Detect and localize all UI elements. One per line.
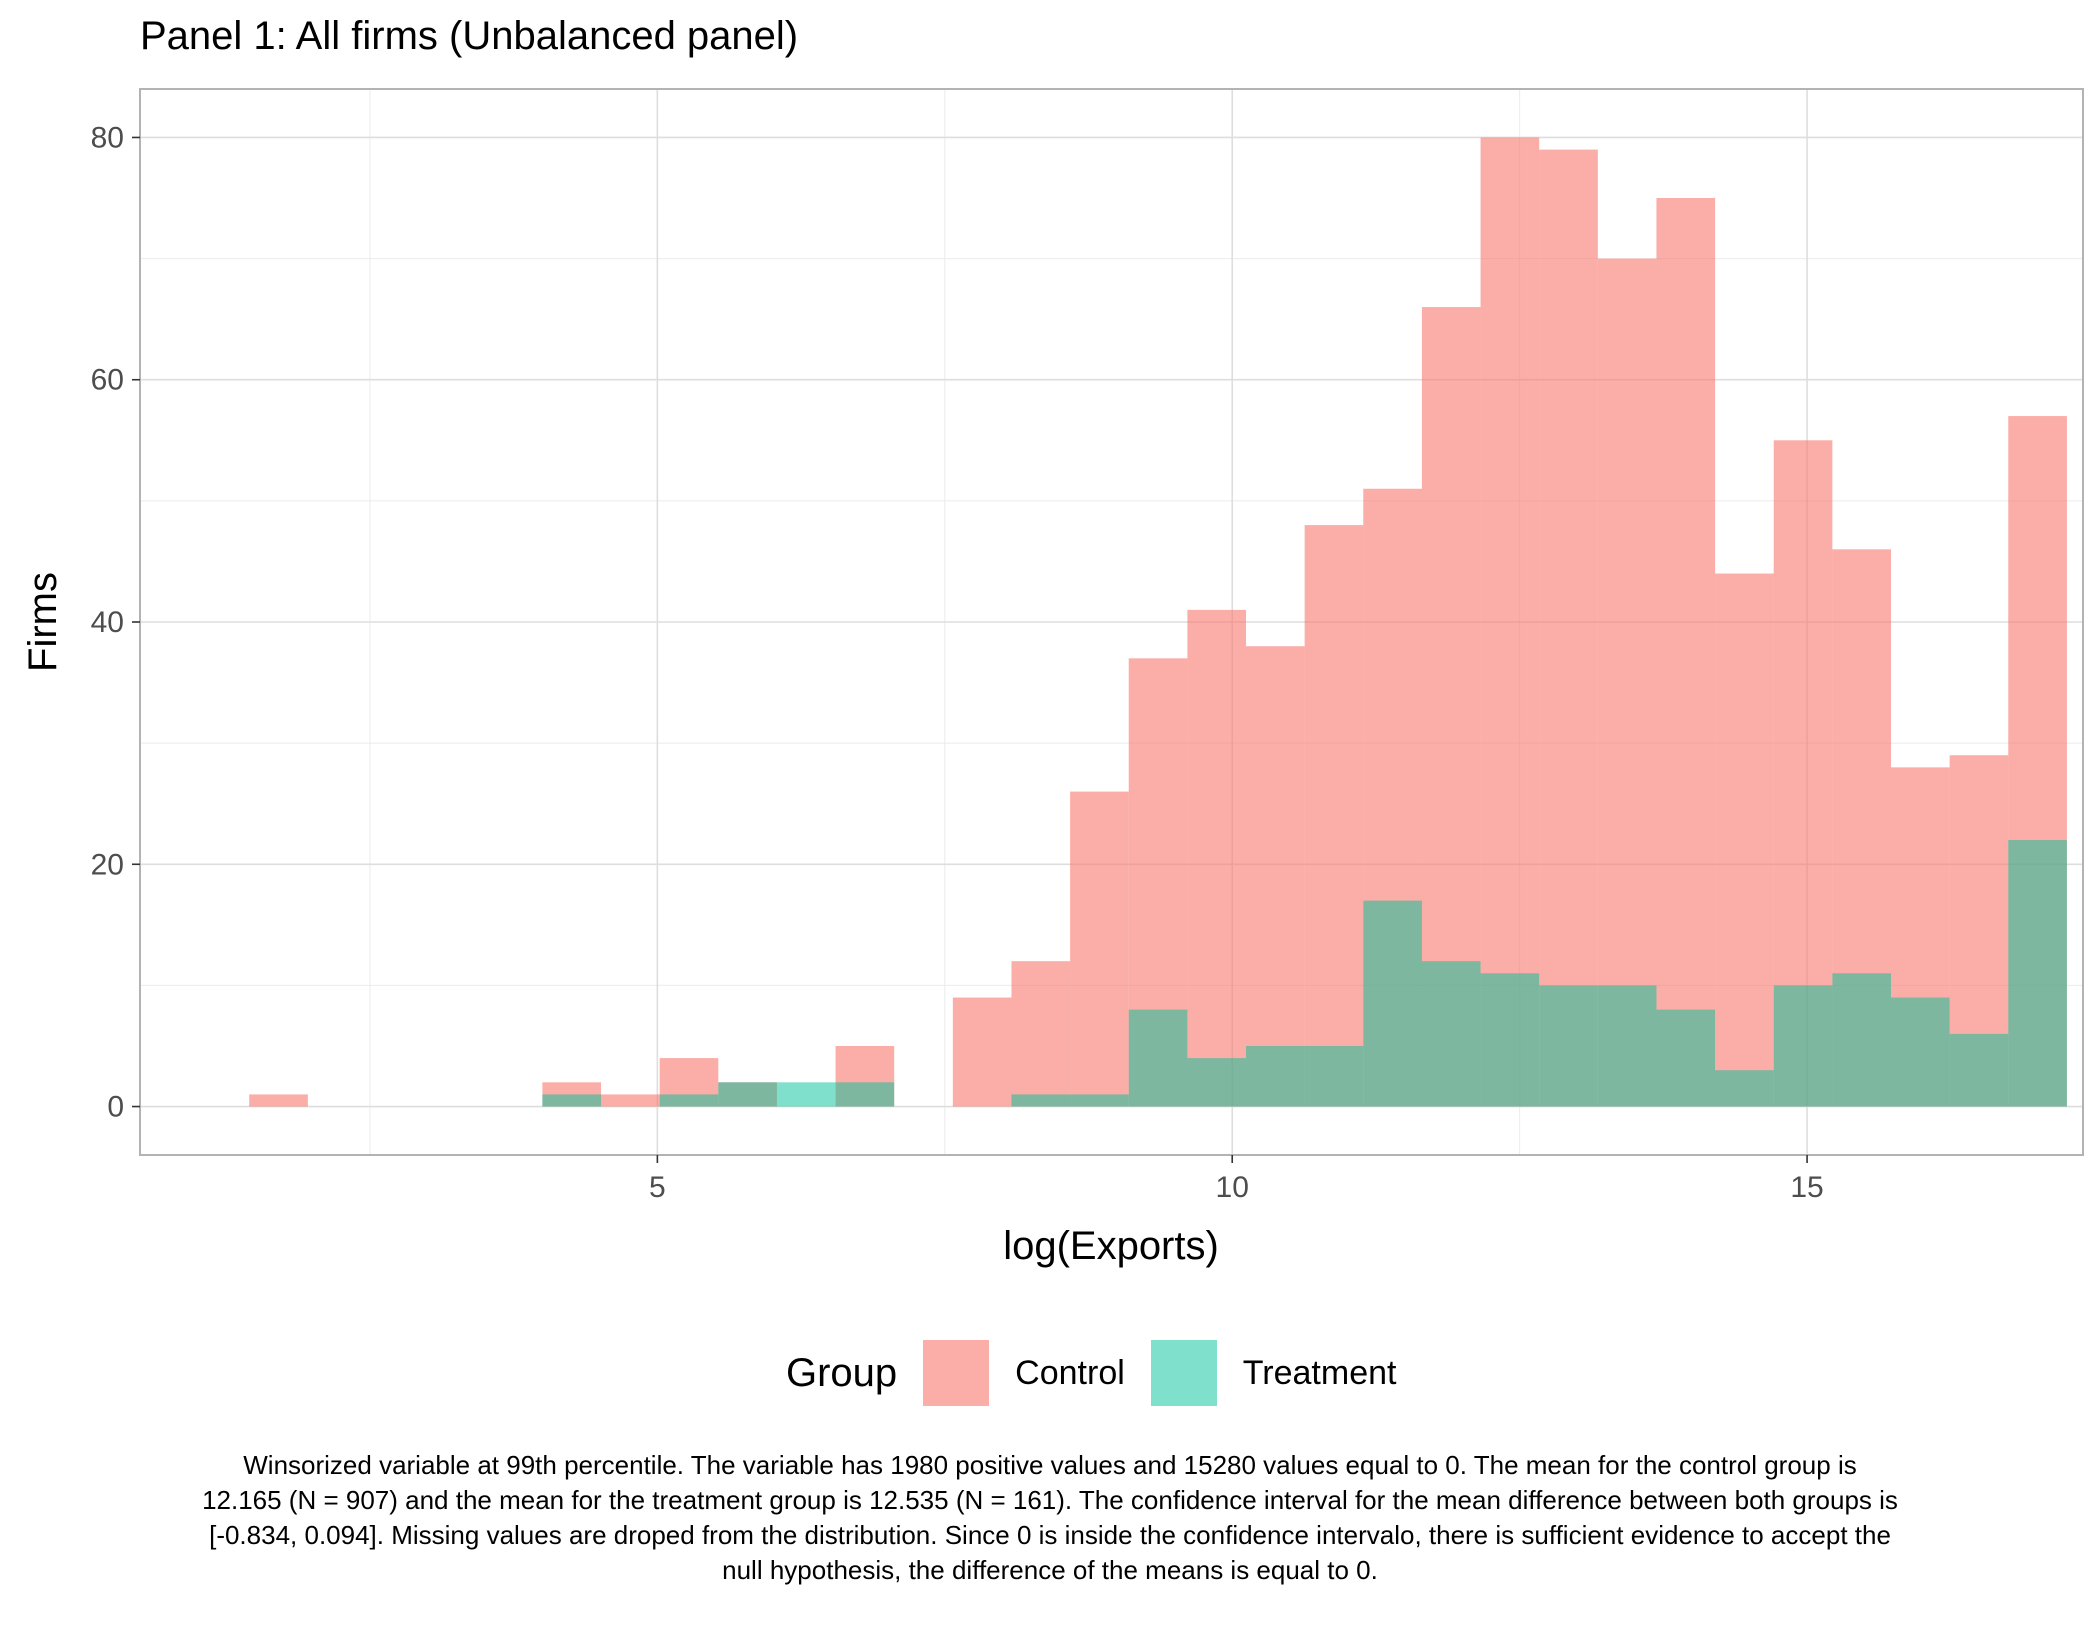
bar-control [601,1094,660,1107]
legend-title: Group [786,1350,898,1395]
bar-control [1480,137,1540,1107]
bar-treatment [1421,961,1481,1107]
x-tick-label: 10 [1216,1171,1249,1204]
bar-control [952,997,1012,1107]
bar-treatment [835,1082,895,1107]
y-tick-label: 0 [107,1091,124,1124]
bar-control [1187,609,1247,1107]
bar-treatment [1304,1045,1364,1107]
bar-treatment [1715,1070,1774,1107]
bar-treatment [542,1094,602,1107]
histogram-bars [249,137,2067,1107]
bar-treatment [1128,1009,1188,1107]
bar-control [249,1094,308,1107]
bar-treatment [776,1082,836,1107]
chart-title: Panel 1: All firms (Unbalanced panel) [140,14,799,58]
y-tick-label: 80 [91,121,124,154]
x-axis-title: log(Exports) [1003,1224,1219,1268]
bar-treatment [718,1082,777,1107]
bar-treatment [1187,1058,1247,1107]
bar-control [1597,258,1657,1107]
bar-treatment [1773,985,1833,1107]
bar-treatment [2008,840,2067,1107]
legend-label-control: Control [1015,1353,1125,1392]
series-treatment [542,840,2067,1107]
bar-treatment [1949,1033,2009,1107]
bar-control [1656,198,1716,1107]
x-tick-label: 15 [1790,1171,1823,1204]
legend-key-treatment [1150,1340,1217,1406]
bar-control [1011,961,1071,1107]
bar-control [1070,791,1129,1107]
bar-treatment [1480,973,1540,1107]
bar-treatment [1890,997,1950,1107]
bar-control [1304,525,1364,1107]
histogram-chart: 0 20 40 60 80 5 10 15 log(Exports) Firms [21,88,2084,1268]
bar-treatment [1011,1094,1071,1107]
legend-key-control [923,1340,990,1406]
y-tick-label: 20 [91,848,124,881]
x-tick-label: 5 [649,1171,666,1204]
bar-control [1246,646,1305,1107]
y-axis-ticks: 0 20 40 60 80 [91,121,140,1124]
legend-label-treatment: Treatment [1242,1353,1397,1392]
bar-control [1715,573,1774,1107]
y-axis-title: Firms [21,572,65,672]
bar-treatment [1246,1045,1305,1107]
x-axis-ticks: 5 10 15 [649,1155,1824,1204]
bar-treatment [1656,1009,1716,1107]
bar-treatment [1363,900,1422,1107]
bar-treatment [1539,985,1598,1107]
bar-treatment [1832,973,1891,1107]
legend: Group Control Treatment [786,1338,1422,1408]
bar-control [1539,149,1598,1107]
y-tick-label: 60 [91,364,124,397]
y-tick-label: 40 [91,606,124,639]
bar-treatment [1070,1094,1129,1107]
bar-treatment [659,1094,719,1107]
chart-caption: Winsorized variable at 99th percentile. … [202,1450,1898,1585]
bar-treatment [1597,985,1657,1107]
